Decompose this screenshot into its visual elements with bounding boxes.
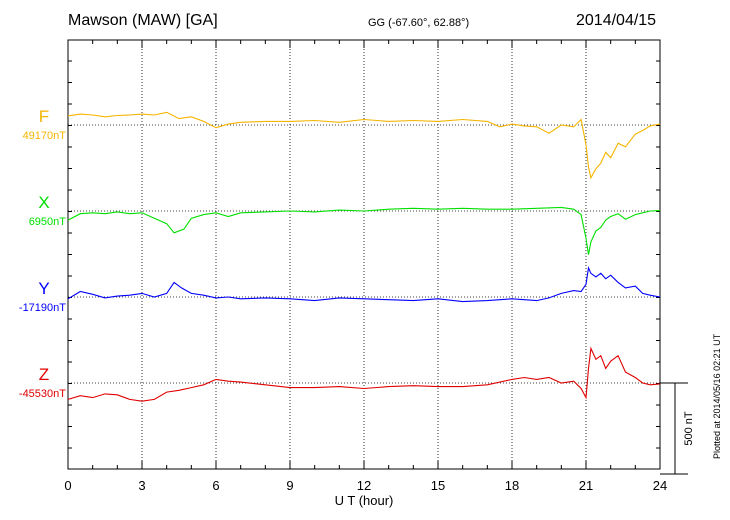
x-tick-label: 3 bbox=[138, 478, 145, 493]
station-coordinates: GG (-67.60°, 62.88°) bbox=[368, 17, 470, 29]
x-tick-label: 18 bbox=[505, 478, 519, 493]
x-tick-label: 0 bbox=[64, 478, 71, 493]
x-tick-label: 6 bbox=[212, 478, 219, 493]
series-line-y bbox=[67, 265, 661, 303]
component-name-z: Z bbox=[38, 365, 50, 384]
baseline-label-z: -45530nT bbox=[18, 388, 66, 400]
series-line-f bbox=[67, 111, 661, 180]
x-tick-label: 21 bbox=[579, 478, 593, 493]
component-name-y: Y bbox=[38, 279, 50, 298]
series-line-x bbox=[67, 206, 661, 255]
series-line-z bbox=[67, 346, 661, 402]
x-tick-label: 15 bbox=[431, 478, 445, 493]
x-tick-label: 24 bbox=[653, 478, 667, 493]
component-name-x: X bbox=[38, 193, 50, 212]
baseline-label-y: -17190nT bbox=[18, 302, 66, 314]
baseline-label-x: 6950nT bbox=[28, 216, 66, 228]
plot-frame bbox=[67, 39, 661, 470]
component-name-f: F bbox=[38, 107, 50, 126]
scale-bar-label: 500 nT bbox=[683, 411, 695, 446]
x-tick-label: 9 bbox=[286, 478, 293, 493]
baseline-label-f: 49170nT bbox=[22, 130, 66, 142]
plot-date: 2014/04/15 bbox=[576, 12, 657, 29]
station-title: Mawson (MAW) [GA] bbox=[68, 12, 218, 29]
x-axis-label: U T (hour) bbox=[335, 493, 394, 508]
x-tick-label: 12 bbox=[357, 478, 371, 493]
